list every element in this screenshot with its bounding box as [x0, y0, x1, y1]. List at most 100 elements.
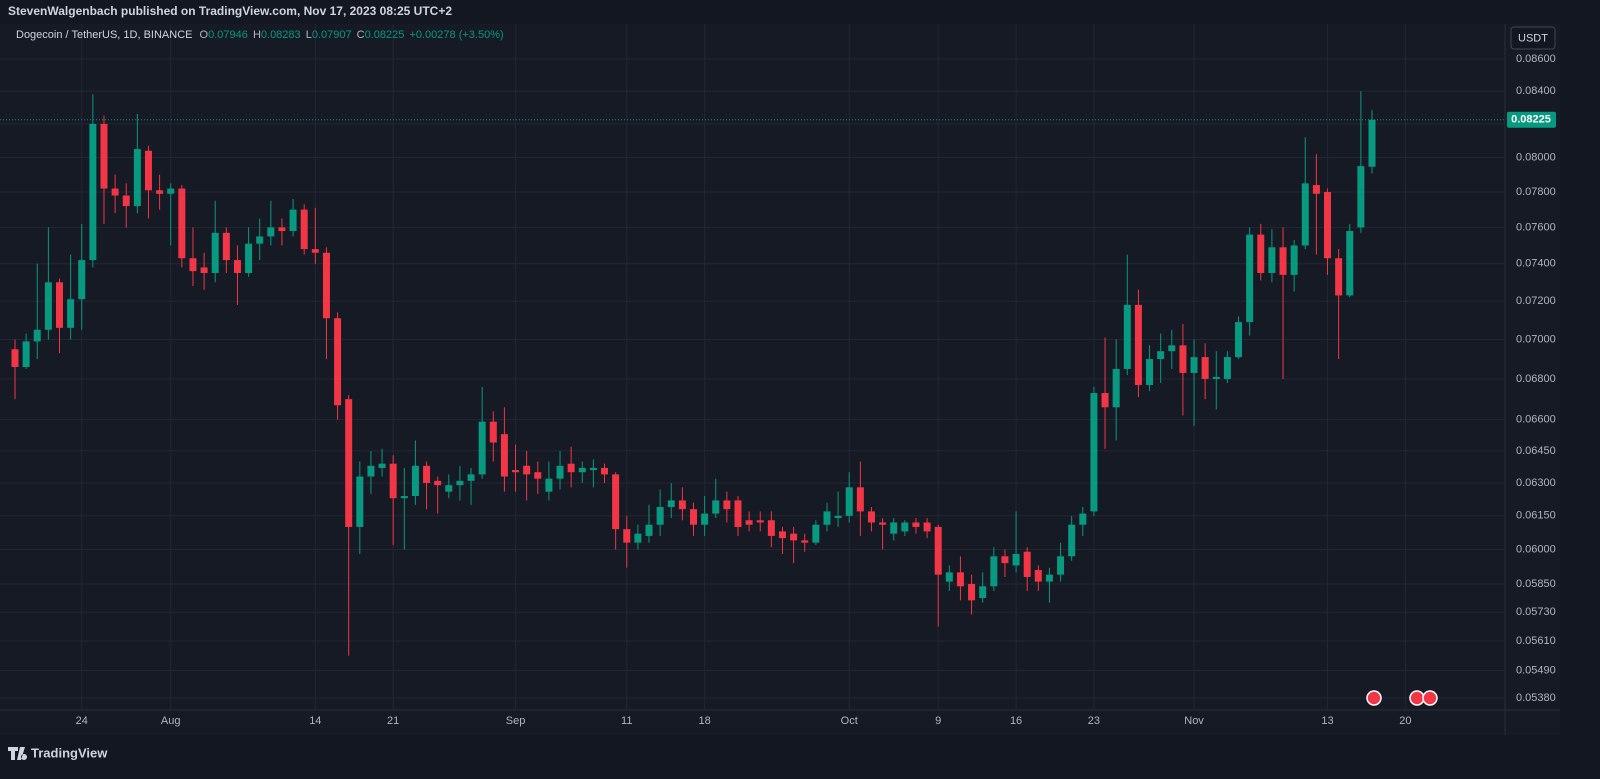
candle-body	[1034, 570, 1042, 582]
candle-body	[990, 556, 998, 587]
candle-body	[923, 522, 931, 532]
candle-body	[33, 329, 41, 342]
candle-body	[901, 522, 909, 532]
candle-body	[345, 399, 353, 527]
candle-body	[979, 586, 987, 598]
symbol: Dogecoin / TetherUS, 1D, BINANCE	[16, 29, 192, 41]
candle-body	[44, 282, 52, 330]
y-tick-label: 0.08400	[1516, 85, 1556, 97]
ohlc-key: H	[253, 29, 261, 41]
candle-body	[523, 465, 531, 475]
candle-body	[1012, 554, 1020, 566]
candle-body	[55, 282, 63, 328]
x-tick-label: 13	[1321, 715, 1333, 727]
candle-body	[778, 531, 786, 539]
candle-body	[189, 258, 197, 272]
brand: TradingView	[31, 745, 108, 760]
candle-body	[1068, 524, 1076, 557]
x-tick-label: Aug	[161, 715, 181, 727]
candle-body	[456, 480, 464, 486]
candle-body	[500, 434, 508, 477]
y-tick-label: 0.07800	[1516, 186, 1556, 198]
candle-body	[912, 522, 920, 527]
candle-body	[879, 522, 887, 525]
candle-body	[256, 236, 264, 244]
candle-body	[534, 472, 542, 479]
candle-body	[834, 515, 842, 519]
candle-body	[211, 232, 219, 273]
candle-body	[734, 500, 742, 527]
currency-button[interactable]	[1510, 26, 1556, 50]
x-tick-label: 18	[698, 715, 710, 727]
y-tick-label: 0.05490	[1516, 664, 1556, 676]
candle-body	[489, 421, 497, 443]
y-tick-label: 0.07400	[1516, 258, 1556, 270]
candle-body	[233, 260, 241, 273]
candle-body	[122, 195, 130, 207]
candle-body	[1057, 556, 1065, 575]
candle-body	[812, 524, 820, 543]
last-price-label: 0.08225	[1511, 114, 1551, 126]
candle-body	[1257, 234, 1265, 273]
x-tick-label: 20	[1399, 715, 1411, 727]
candle-body	[801, 540, 809, 543]
candle-body	[690, 509, 697, 525]
candle-body	[512, 470, 520, 473]
y-tick-label: 0.08600	[1516, 53, 1556, 65]
candle-body	[1324, 192, 1332, 259]
candle-body	[723, 500, 731, 510]
candle-body	[1045, 574, 1053, 582]
candle-body	[1335, 258, 1343, 296]
candle-body	[434, 480, 442, 486]
candle-body	[67, 299, 75, 328]
candle-body	[1134, 304, 1142, 385]
y-tick-label: 0.07200	[1516, 295, 1556, 307]
candle-body	[856, 487, 864, 512]
candle-body	[1235, 322, 1243, 358]
ohlc-key: L	[306, 29, 312, 41]
candle-body	[968, 583, 976, 601]
candle-body	[245, 243, 253, 273]
y-tick-label: 0.05730	[1516, 606, 1556, 618]
candle-body	[601, 467, 609, 475]
candle-body	[144, 150, 152, 191]
candle-body	[222, 232, 230, 261]
candle-body	[133, 149, 141, 207]
x-tick-label: 11	[621, 715, 632, 727]
candle-body	[1123, 304, 1131, 369]
candle-body	[934, 526, 942, 575]
candle-body	[890, 522, 898, 534]
candle-body	[22, 341, 30, 367]
candle-body	[545, 478, 553, 492]
candle-body	[311, 249, 319, 253]
candle-body	[945, 572, 953, 582]
candle-body	[423, 465, 431, 483]
event-flag[interactable]	[1366, 690, 1382, 706]
candle-body	[89, 123, 97, 261]
candle-body	[1346, 231, 1354, 296]
candle-body	[1079, 513, 1087, 525]
candle-body	[767, 520, 775, 536]
published-line: StevenWalgenbach published on TradingVie…	[8, 4, 452, 18]
candle-body	[556, 465, 564, 479]
candle-body	[1290, 245, 1298, 275]
candle-body	[111, 188, 119, 196]
candle-body	[156, 190, 164, 194]
event-flag[interactable]	[1409, 690, 1425, 706]
y-tick-label: 0.05380	[1516, 692, 1556, 704]
candle-body	[656, 506, 664, 525]
candle-body	[334, 318, 342, 406]
candle-body	[956, 572, 964, 587]
footer	[0, 735, 1600, 779]
candle-body	[1312, 185, 1320, 194]
candle-body	[400, 496, 408, 499]
currency-label[interactable]: USDT	[1518, 32, 1548, 44]
candle-body	[1246, 234, 1254, 323]
candle-body	[378, 463, 386, 468]
candle-body	[356, 476, 364, 527]
event-flag[interactable]	[1422, 690, 1438, 706]
candle-body	[1190, 357, 1198, 373]
candle-body	[278, 227, 286, 232]
candle-body	[1001, 556, 1009, 564]
